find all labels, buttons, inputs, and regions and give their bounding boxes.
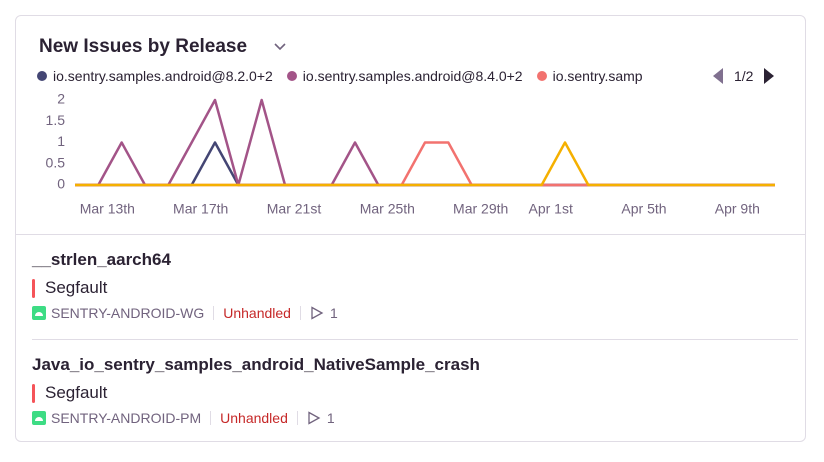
- separator: [296, 411, 298, 425]
- x-tick-label: Mar 25th: [360, 201, 415, 217]
- x-tick-label: Mar 29th: [453, 201, 508, 217]
- legend: io.sentry.samples.android@8.2.0+2 io.sent…: [37, 68, 697, 88]
- widget-card: [15, 15, 806, 442]
- legend-pager: 1/2: [712, 67, 775, 85]
- legend-label: io.sentry.samples.android@8.2.0+2: [53, 68, 273, 84]
- event-count: 1: [329, 305, 338, 321]
- title-dropdown[interactable]: [273, 40, 287, 54]
- level-indicator: [32, 383, 35, 403]
- legend-dot: [37, 71, 47, 81]
- issue-row[interactable]: __strlen_aarch64 Segfault SENTRY-ANDROID-W…: [32, 250, 338, 321]
- legend-dot: [536, 71, 547, 81]
- divider: [16, 234, 806, 235]
- issue-message: Segfault: [32, 278, 338, 298]
- issue-title: __strlen_aarch64: [32, 250, 171, 269]
- events-icon: [311, 306, 324, 320]
- legend-label: io.sentry.samples.android@8.4.0+2: [302, 68, 523, 84]
- legend-label: io.sentry.samp: [552, 68, 643, 84]
- issue-title: Java_io_sentry_samples_android_NativeSam…: [32, 355, 480, 374]
- issue-status: Unhandled: [220, 410, 288, 426]
- separator: [213, 306, 215, 320]
- legend-prev[interactable]: [712, 67, 724, 85]
- message-text: Segfault: [45, 383, 108, 402]
- chart: 0 0.5 1 1.5 2 Mar 13th Mar 17th Mar 21st Mar 25t…: [46, 91, 775, 217]
- divider: [32, 339, 798, 340]
- separator: [299, 306, 301, 320]
- issue-meta: SENTRY-ANDROID-WG Unhandled 1: [32, 305, 338, 321]
- platform-icon: [32, 411, 46, 425]
- legend-dot: [286, 71, 297, 81]
- issue-row[interactable]: Java_io_sentry_samples_android_NativeSam…: [32, 355, 480, 426]
- issue-status: Unhandled: [223, 305, 291, 321]
- x-tick-label: Mar 13th: [80, 201, 135, 217]
- series-line: [75, 141, 775, 187]
- message-text: Segfault: [45, 278, 108, 297]
- event-count: 1: [326, 410, 335, 426]
- y-tick-label: 1: [57, 133, 65, 149]
- y-tick-label: 2: [57, 91, 65, 107]
- issue-meta: SENTRY-ANDROID-PM Unhandled 1: [32, 410, 480, 426]
- project-name: SENTRY-ANDROID-PM: [51, 410, 202, 426]
- y-tick-label: 1.5: [46, 112, 66, 128]
- platform-icon: [32, 306, 46, 320]
- widget-title[interactable]: New Issues by Release: [39, 36, 248, 57]
- x-tick-label: Apr 9th: [715, 201, 760, 217]
- legend-item[interactable]: io.sentry.samp: [536, 68, 643, 84]
- issue-message: Segfault: [32, 383, 480, 403]
- x-tick-label: Apr 5th: [621, 201, 666, 217]
- y-tick-label: 0.5: [46, 154, 66, 170]
- legend-page: 1/2: [734, 68, 754, 84]
- separator: [210, 411, 212, 425]
- events-icon: [308, 411, 321, 425]
- x-tick-label: Mar 21st: [267, 201, 322, 217]
- project-name: SENTRY-ANDROID-WG: [51, 305, 205, 321]
- legend-item[interactable]: io.sentry.samples.android@8.2.0+2: [37, 68, 273, 84]
- y-tick-label: 0: [57, 176, 65, 192]
- level-indicator: [32, 278, 35, 298]
- legend-item[interactable]: io.sentry.samples.android@8.4.0+2: [286, 68, 523, 84]
- x-tick-label: Mar 17th: [173, 201, 228, 217]
- legend-next[interactable]: [763, 67, 775, 85]
- x-tick-label: Apr 1st: [528, 201, 572, 217]
